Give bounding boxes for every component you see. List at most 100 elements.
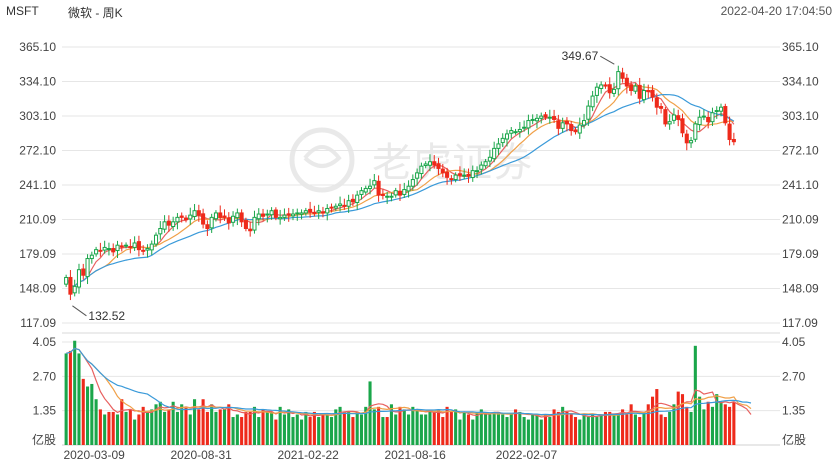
candle-body xyxy=(320,211,325,214)
volume-bar xyxy=(535,414,539,445)
volume-bar xyxy=(77,353,81,445)
candle-body xyxy=(684,133,689,144)
volume-bar xyxy=(389,404,393,445)
volume-bar xyxy=(663,417,667,445)
volume-bar xyxy=(133,419,137,445)
candle-body xyxy=(132,242,137,248)
volume-bar xyxy=(441,417,445,445)
date-axis: 2020-03-09 2020-08-31 2021-02-22 2021-08-16… xyxy=(63,448,557,462)
date-tick-label: 2020-03-09 xyxy=(63,448,125,462)
volume-bar xyxy=(265,411,269,445)
price-tick-label: 272.10 xyxy=(782,144,819,158)
candle-body xyxy=(149,243,154,251)
candle-body xyxy=(333,205,338,209)
volume-bar xyxy=(407,414,411,445)
candle-body xyxy=(162,221,167,230)
candle-body xyxy=(325,207,330,214)
price-tick-label: 272.10 xyxy=(19,144,56,158)
candle-body xyxy=(693,123,698,140)
volume-bar xyxy=(394,414,398,445)
candle-body xyxy=(312,211,317,214)
volume-bar xyxy=(111,411,115,445)
volume-bar xyxy=(287,409,291,445)
volume-bar xyxy=(522,417,526,445)
volume-bar xyxy=(368,381,372,445)
candle-body xyxy=(94,249,99,255)
candle-body xyxy=(432,161,437,166)
candle-body xyxy=(526,120,531,129)
candle-body xyxy=(299,212,304,215)
stock-name-period: 微软 - 周K xyxy=(68,6,123,20)
candle-body xyxy=(671,114,676,121)
candle-body xyxy=(573,129,578,133)
price-tick-label: 210.09 xyxy=(782,213,819,227)
candle-body xyxy=(564,120,569,125)
volume-bar xyxy=(599,414,603,445)
candle-body xyxy=(350,198,355,203)
candle-body xyxy=(363,187,368,193)
candle-body xyxy=(427,161,433,166)
candle-body xyxy=(171,221,176,228)
volume-bar xyxy=(304,411,308,445)
volume-bar xyxy=(193,399,197,445)
candle-body xyxy=(556,120,561,129)
candle-body xyxy=(406,185,411,192)
candle-body xyxy=(462,174,467,177)
volume-bar xyxy=(334,409,338,445)
price-tick-label: 241.10 xyxy=(782,178,819,192)
candle-body xyxy=(115,244,120,252)
volume-bar xyxy=(201,399,205,445)
volume-bar xyxy=(484,414,488,445)
low-label: 132.52 xyxy=(88,309,125,323)
candle-body xyxy=(552,116,557,120)
price-axis-right: 365.10 334.10 303.10 272.10 241.10 210.09 179.… xyxy=(782,40,819,330)
volume-bar xyxy=(398,406,402,445)
candle-body xyxy=(243,219,248,230)
candle-body xyxy=(385,195,390,198)
high-label: 349.67 xyxy=(562,49,599,63)
candle-body xyxy=(663,109,668,125)
candle-body xyxy=(209,216,214,229)
candle-body xyxy=(667,121,672,125)
candle-body xyxy=(603,84,608,87)
volume-bar xyxy=(603,411,607,445)
candle-body xyxy=(248,228,253,232)
volume-bar xyxy=(693,345,697,445)
volume-bar xyxy=(723,404,727,445)
chart-header: MSFT 微软 - 周K 2022-04-20 17:04:50 xyxy=(0,0,840,22)
price-tick-label: 117.09 xyxy=(782,316,818,330)
volume-bar xyxy=(633,414,637,445)
volume-bar xyxy=(385,417,389,445)
date-tick-label: 2020-08-31 xyxy=(170,448,232,462)
candle-body xyxy=(303,210,308,214)
volume-bar xyxy=(214,411,218,445)
candle-body xyxy=(218,212,223,218)
candle-body xyxy=(68,276,73,295)
volume-bar xyxy=(338,406,342,445)
date-tick-label: 2021-02-22 xyxy=(277,448,339,462)
candle-body xyxy=(282,214,287,218)
volume-bar xyxy=(539,419,543,445)
high-pointer xyxy=(600,55,615,65)
price-tick-label: 210.09 xyxy=(19,213,56,227)
candle-body xyxy=(607,84,612,94)
volume-bar xyxy=(115,414,120,445)
volume-bar xyxy=(680,394,685,445)
price-tick-label: 179.09 xyxy=(19,247,56,261)
candle-body xyxy=(419,165,424,175)
price-tick-label: 334.10 xyxy=(19,75,56,89)
candle-body xyxy=(543,114,548,118)
volume-bar xyxy=(175,411,179,445)
volume-bar xyxy=(501,414,505,445)
candle-body xyxy=(415,172,420,179)
volume-bar xyxy=(561,406,565,445)
candle-body xyxy=(453,174,458,181)
volume-bar xyxy=(689,411,693,445)
candle-body xyxy=(329,206,334,209)
candle-body xyxy=(727,123,732,140)
volume-bar xyxy=(419,414,423,445)
volume-bar xyxy=(261,409,265,445)
candle-body xyxy=(64,276,69,285)
candle-body xyxy=(569,124,574,132)
